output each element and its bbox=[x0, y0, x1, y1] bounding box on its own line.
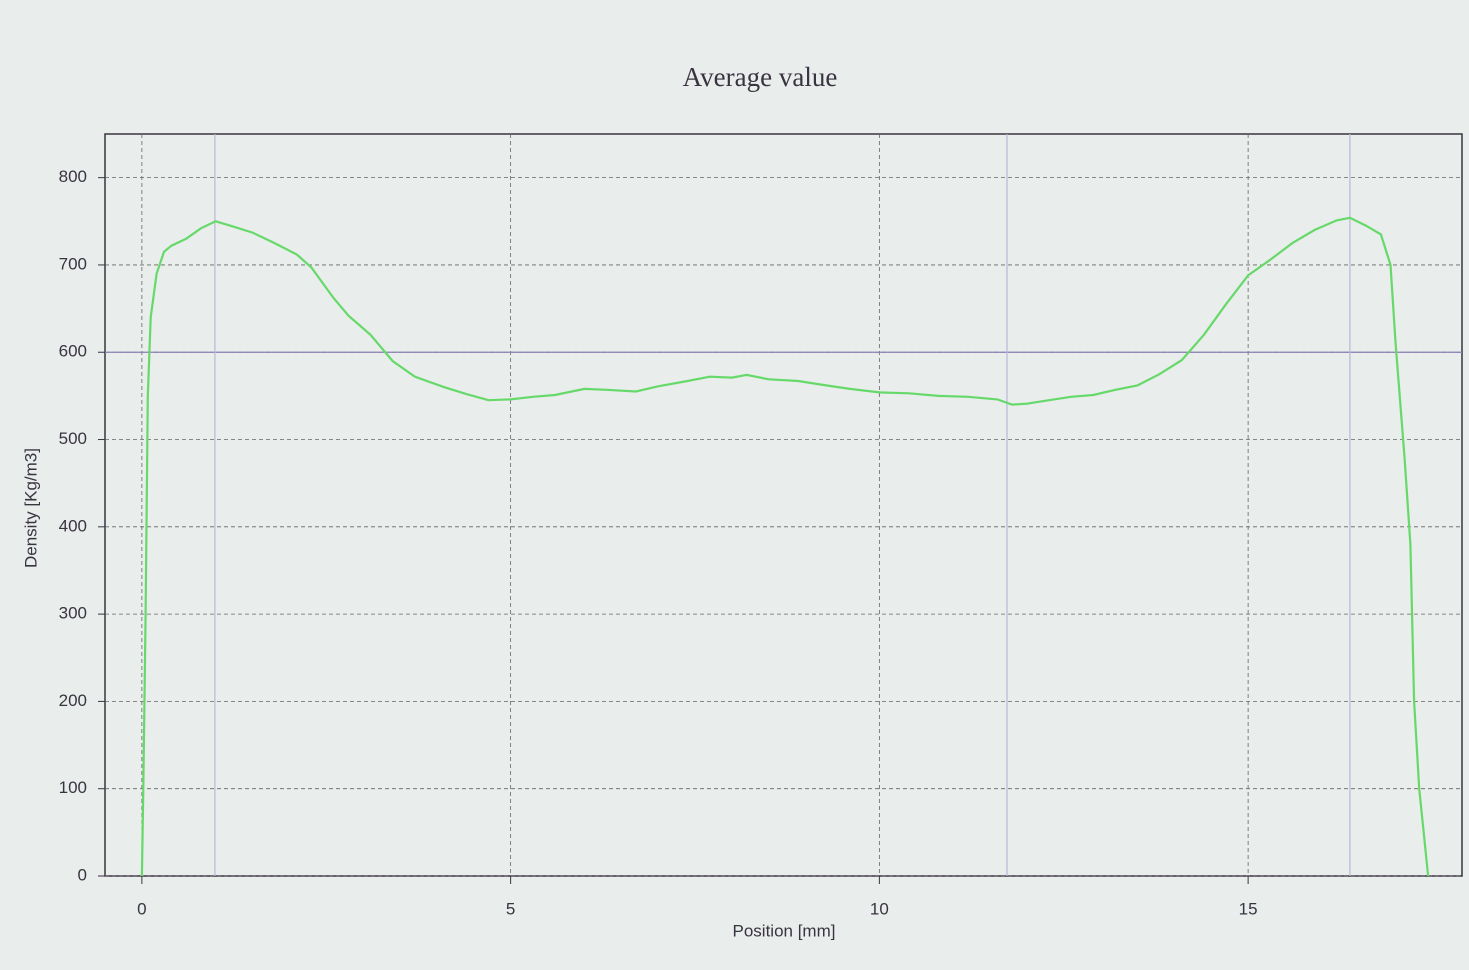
x-tick-label: 5 bbox=[506, 899, 515, 918]
y-tick-label: 600 bbox=[59, 342, 87, 361]
y-tick-label: 400 bbox=[59, 516, 87, 535]
x-tick-label: 10 bbox=[870, 899, 889, 918]
y-tick-label: 700 bbox=[59, 254, 87, 273]
plot-area bbox=[104, 133, 1463, 877]
x-axis-label: Position [mm] bbox=[733, 921, 836, 940]
x-tick-label: 15 bbox=[1239, 899, 1258, 918]
y-tick-label: 500 bbox=[59, 429, 87, 448]
y-axis-label: Density [Kg/m3] bbox=[21, 448, 40, 568]
data-line bbox=[140, 216, 1430, 877]
y-tick-label: 200 bbox=[59, 691, 87, 710]
y-tick-label: 300 bbox=[59, 604, 87, 623]
chart-title: Average value bbox=[683, 62, 838, 92]
y-tick-label: 800 bbox=[59, 167, 87, 186]
y-tick-label: 100 bbox=[59, 778, 87, 797]
x-tick-label: 0 bbox=[137, 899, 146, 918]
y-tick-label: 0 bbox=[78, 865, 87, 884]
